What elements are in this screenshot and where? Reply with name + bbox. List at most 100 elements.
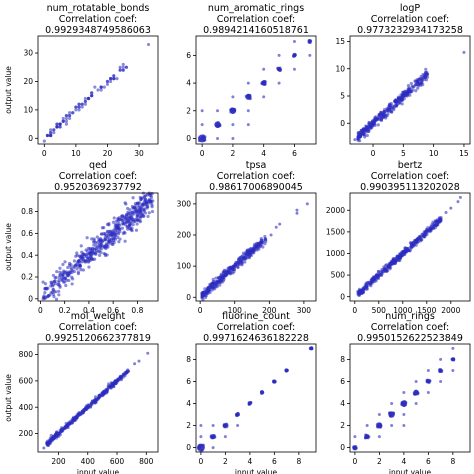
data-point bbox=[49, 133, 53, 138]
data-point bbox=[61, 119, 65, 123]
y-tick-label: 100 bbox=[177, 262, 192, 271]
scatter-points bbox=[196, 346, 314, 452]
y-tick-label: 500 bbox=[331, 271, 346, 280]
data-point bbox=[132, 209, 136, 213]
data-point bbox=[146, 214, 150, 219]
data-point bbox=[246, 123, 250, 127]
data-point bbox=[216, 136, 220, 140]
data-point bbox=[231, 95, 235, 99]
chart-subtitle: Correlation coef: bbox=[371, 14, 450, 25]
data-point bbox=[379, 118, 384, 123]
data-point bbox=[130, 219, 134, 223]
data-point bbox=[130, 216, 134, 220]
data-point bbox=[123, 239, 127, 243]
data-point bbox=[400, 400, 408, 407]
y-tick-label: 0 bbox=[186, 134, 191, 143]
data-point bbox=[71, 111, 75, 115]
data-point bbox=[426, 390, 430, 394]
data-point bbox=[437, 216, 442, 220]
data-point bbox=[54, 297, 59, 301]
data-point bbox=[415, 79, 419, 84]
data-point bbox=[414, 402, 418, 406]
data-point bbox=[285, 369, 288, 372]
data-point bbox=[52, 295, 56, 299]
data-point bbox=[72, 417, 76, 421]
data-point bbox=[426, 72, 430, 76]
x-tick-label: 0.2 bbox=[59, 306, 71, 315]
data-point bbox=[148, 193, 152, 197]
data-point bbox=[52, 436, 56, 440]
data-point bbox=[101, 390, 105, 395]
y-tick-label: 0 bbox=[28, 294, 33, 303]
data-point bbox=[134, 228, 139, 232]
chart-subtitle: Correlation coef: bbox=[371, 171, 450, 182]
data-point bbox=[357, 292, 361, 296]
data-point bbox=[456, 200, 460, 204]
data-point bbox=[218, 275, 223, 279]
data-point bbox=[123, 201, 127, 205]
data-point bbox=[100, 232, 104, 236]
data-point bbox=[254, 244, 258, 248]
data-point bbox=[137, 359, 141, 363]
data-point bbox=[359, 288, 363, 293]
y-tick-label: 200 bbox=[177, 231, 192, 240]
data-point bbox=[146, 351, 150, 355]
y-tick-label: 200 bbox=[19, 429, 34, 438]
chart-title: bertz bbox=[398, 160, 423, 171]
data-point bbox=[80, 105, 84, 109]
y-tick-label: 8 bbox=[340, 355, 345, 364]
data-point bbox=[211, 446, 215, 450]
data-point bbox=[376, 123, 380, 127]
data-point bbox=[295, 211, 299, 215]
correlation-value: 0.9950152622523849 bbox=[357, 333, 463, 344]
data-point bbox=[117, 240, 121, 244]
data-point bbox=[426, 368, 430, 372]
data-point bbox=[214, 282, 219, 286]
data-point bbox=[43, 291, 47, 295]
data-point bbox=[87, 265, 91, 269]
x-tick-label: 4 bbox=[247, 457, 252, 466]
data-point bbox=[112, 236, 116, 240]
data-point bbox=[61, 278, 65, 282]
data-point bbox=[390, 106, 394, 110]
scatter-points bbox=[200, 202, 309, 302]
data-point bbox=[90, 94, 94, 98]
data-point bbox=[229, 265, 233, 270]
data-point bbox=[150, 205, 154, 209]
data-point bbox=[372, 120, 377, 124]
data-point bbox=[414, 379, 418, 383]
y-tick-label: 0 bbox=[186, 293, 191, 302]
data-point bbox=[420, 81, 424, 85]
data-point bbox=[371, 124, 375, 128]
data-point bbox=[423, 73, 427, 77]
data-point bbox=[77, 413, 81, 417]
data-point bbox=[210, 283, 215, 287]
data-point bbox=[400, 102, 404, 106]
data-point bbox=[438, 368, 443, 373]
data-point bbox=[105, 253, 109, 257]
y-tick-label: 20 bbox=[23, 77, 33, 86]
y-tick-label: 4 bbox=[186, 399, 191, 408]
x-tick-label: 0 bbox=[42, 149, 47, 158]
data-point bbox=[83, 96, 87, 101]
y-tick-label: 15 bbox=[335, 37, 345, 46]
chart-title: tpsa bbox=[246, 160, 267, 171]
scatter-points bbox=[41, 191, 155, 301]
data-point bbox=[210, 433, 216, 440]
data-point bbox=[248, 401, 252, 406]
y-tick-label: 2 bbox=[186, 106, 191, 115]
y-tick-label: 0 bbox=[340, 119, 345, 128]
data-point bbox=[136, 201, 140, 206]
data-point bbox=[136, 208, 140, 212]
x-tick-label: 0 bbox=[198, 306, 203, 315]
data-point bbox=[227, 270, 231, 274]
data-point bbox=[84, 248, 88, 252]
data-point bbox=[375, 117, 379, 121]
data-point bbox=[151, 199, 155, 203]
data-point bbox=[115, 77, 119, 81]
y-tick-label: 8 bbox=[186, 355, 191, 364]
data-point bbox=[94, 252, 98, 256]
